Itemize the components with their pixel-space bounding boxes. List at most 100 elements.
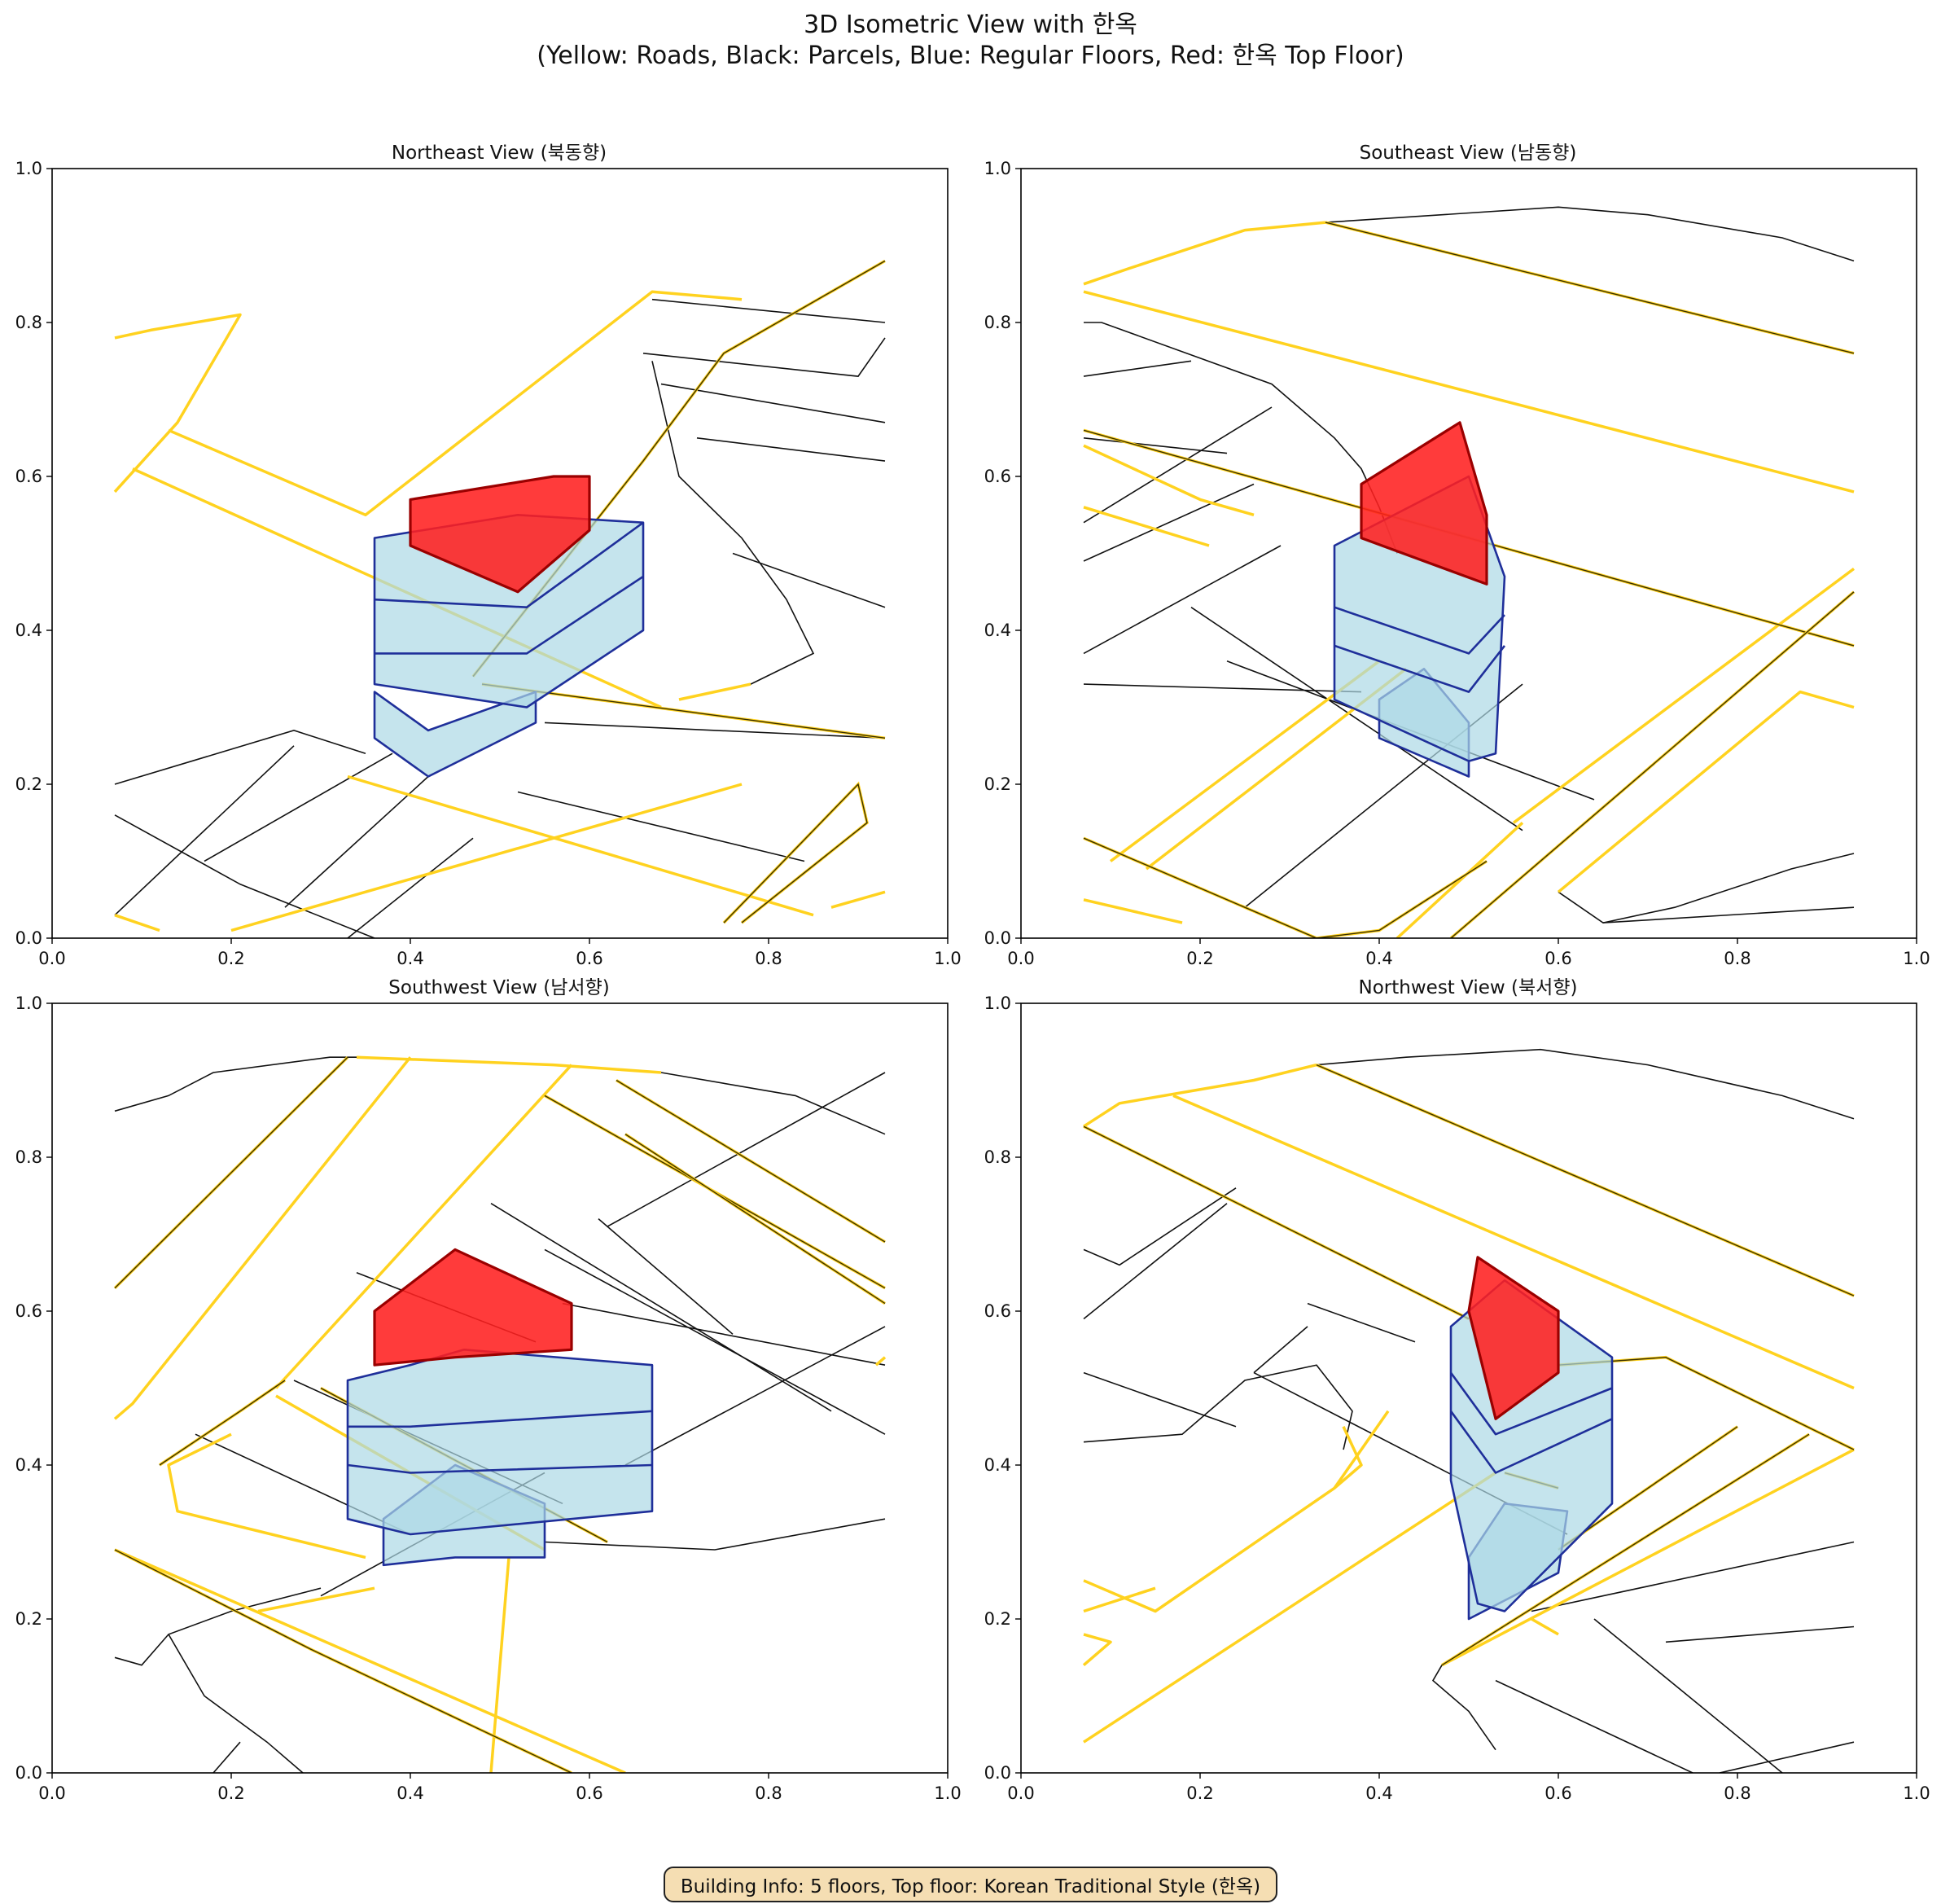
parcel-line xyxy=(660,383,886,423)
road-line xyxy=(874,1356,887,1367)
parcel-line xyxy=(562,1302,886,1366)
y-tick-label: 0.0 xyxy=(984,928,1011,948)
parcel-line xyxy=(1431,1665,1496,1751)
x-tick-label: 0.0 xyxy=(1007,1783,1034,1803)
regular-floor-shape xyxy=(348,1410,653,1428)
regular-floor-shape xyxy=(1334,606,1505,655)
y-tick-label: 0.2 xyxy=(15,1609,42,1629)
parcel-line xyxy=(1593,1618,1783,1773)
parcel-line xyxy=(114,745,295,916)
parcel-line xyxy=(490,1203,832,1412)
y-tick-label: 0.4 xyxy=(984,1455,1011,1475)
parcel-line xyxy=(696,437,886,462)
parcel-line xyxy=(598,1217,734,1335)
parcel-line xyxy=(114,730,366,785)
y-tick-label: 1.0 xyxy=(15,994,42,1013)
road-line xyxy=(113,1056,412,1420)
road-line xyxy=(230,783,743,932)
x-tick-label: 0.2 xyxy=(1186,1783,1213,1803)
southeast-view-panel: Southeast View (남동향) 0.0 0.2 0.4 0.6 0.8 1.0 0… xyxy=(984,143,1930,968)
road-edge-highlight xyxy=(1083,836,1488,938)
parcel-line xyxy=(1083,360,1192,377)
road-edge-line xyxy=(723,783,868,923)
road-edge-line xyxy=(1083,837,1488,938)
axes-frame xyxy=(51,168,949,939)
x-tick-label: 0.8 xyxy=(1724,1783,1750,1803)
road-edge-line xyxy=(114,1056,348,1289)
x-tick-label: 0.6 xyxy=(576,949,602,968)
y-tick-label: 0.8 xyxy=(15,1147,42,1167)
axes-frame xyxy=(51,1002,949,1774)
y-tick-label: 0.2 xyxy=(15,774,42,794)
parcel-line xyxy=(204,752,393,862)
road-line xyxy=(1557,690,1855,893)
y-tick-label: 0.8 xyxy=(984,1147,1011,1167)
parcel-line xyxy=(1602,906,1855,923)
hanok-top-floor-shape xyxy=(409,475,591,594)
road-line xyxy=(830,890,886,909)
road-edge-line xyxy=(616,1079,886,1243)
parcel-line xyxy=(607,1072,886,1227)
southeast-view-title: Southeast View (남동향) xyxy=(1360,143,1577,164)
regular-floor-shape xyxy=(375,575,644,655)
y-tick-label: 0.2 xyxy=(984,774,1011,794)
regular-floor-shape xyxy=(347,1463,653,1474)
road-edge-line xyxy=(1325,222,1855,354)
northwest-view-panel: Northwest View (북서향) 0.0 0.2 0.4 0.6 0.8 1.0 0… xyxy=(984,977,1930,1803)
building-info-box: Building Info: 5 floors, Top floor: Kore… xyxy=(664,1867,1277,1902)
road-line xyxy=(257,1586,375,1613)
parcel-line xyxy=(660,1072,886,1135)
y-tick-label: 0.4 xyxy=(15,1455,42,1475)
plot-area xyxy=(1082,1048,1855,1773)
y-tick-label: 0.4 xyxy=(984,621,1011,640)
x-tick-label: 0.4 xyxy=(397,949,423,968)
x-tick-label: 0.8 xyxy=(1724,949,1750,968)
parcel-line xyxy=(1083,683,1362,693)
southwest-view-title: Southwest View (남서향) xyxy=(388,977,609,998)
regular-floor-shape xyxy=(346,1349,654,1536)
x-tick-label: 0.4 xyxy=(1365,1783,1392,1803)
parcel-line xyxy=(544,722,886,739)
y-tick-label: 0.8 xyxy=(984,313,1011,332)
parcel-line xyxy=(1083,1203,1228,1320)
road-line xyxy=(1333,1426,1363,1489)
x-tick-label: 1.0 xyxy=(934,949,961,968)
y-tick-label: 0.0 xyxy=(15,1763,42,1783)
x-tick-label: 1.0 xyxy=(1903,949,1930,968)
parcel-line xyxy=(1083,1187,1237,1266)
parcel-line xyxy=(1531,1541,1855,1612)
regular-floor-shape xyxy=(1334,644,1506,693)
y-tick-label: 0.6 xyxy=(15,1301,42,1321)
regular-floor-shape xyxy=(1449,1371,1613,1436)
road-edge-line xyxy=(1441,1433,1810,1666)
x-tick-label: 0.6 xyxy=(576,1783,602,1803)
road-line xyxy=(1083,290,1855,494)
y-tick-label: 0.6 xyxy=(984,1301,1011,1321)
figure-title-line1: 3D Isometric View with 한옥 xyxy=(804,11,1137,39)
road-line xyxy=(1083,898,1183,924)
y-tick-label: 0.4 xyxy=(15,621,42,640)
parcel-line xyxy=(1719,1741,1855,1773)
parcel-line xyxy=(517,791,805,862)
road-line xyxy=(114,914,160,932)
road-edge-line xyxy=(624,1134,886,1305)
y-tick-label: 0.0 xyxy=(15,928,42,948)
northeast-view-title: Northeast View (북동향) xyxy=(392,143,607,164)
y-tick-label: 0.6 xyxy=(984,467,1011,486)
road-line xyxy=(1441,1448,1855,1667)
x-tick-label: 0.0 xyxy=(38,949,65,968)
parcel-line xyxy=(1083,406,1273,524)
road-line xyxy=(1531,1617,1559,1636)
road-edge-line xyxy=(114,1549,572,1773)
regular-floor-shape xyxy=(1449,1410,1613,1474)
road-edge-line xyxy=(159,1380,286,1466)
parcel-line xyxy=(168,1634,304,1773)
parcel-line xyxy=(544,1518,886,1551)
parcel-line xyxy=(114,1056,357,1112)
parcel-line xyxy=(1083,1371,1237,1428)
road-line xyxy=(168,290,743,517)
northwest-view-title: Northwest View (북서향) xyxy=(1359,977,1578,998)
x-tick-label: 0.8 xyxy=(755,1783,782,1803)
x-tick-label: 0.6 xyxy=(1544,949,1571,968)
